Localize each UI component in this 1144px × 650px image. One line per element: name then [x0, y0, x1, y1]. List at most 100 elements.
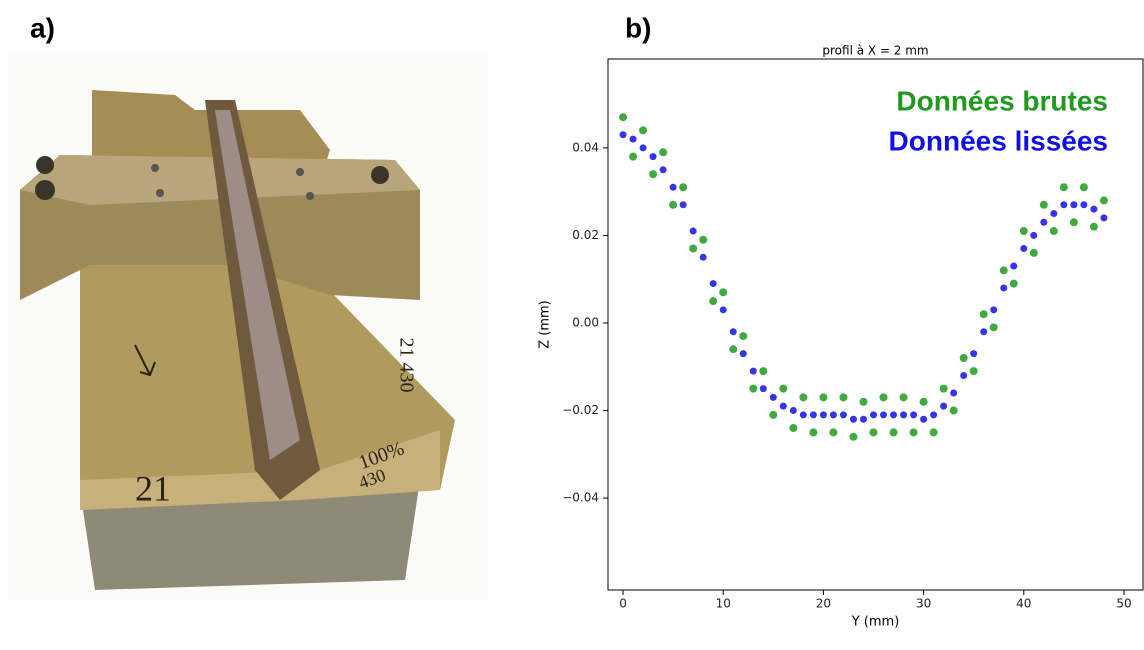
- y-tick-label: 0.00: [572, 315, 599, 329]
- legend-entry: Données lissées: [889, 125, 1108, 156]
- data-point: [829, 428, 838, 437]
- panel-label: b): [625, 12, 651, 43]
- data-point: [1090, 205, 1098, 213]
- data-point: [779, 402, 787, 410]
- y-tick-label: −0.04: [562, 491, 599, 505]
- data-point: [769, 393, 777, 401]
- data-point: [819, 393, 828, 402]
- data-point: [1100, 214, 1108, 222]
- x-tick-label: 50: [1116, 597, 1131, 611]
- data-point: [679, 183, 688, 192]
- bolt-hole: [35, 180, 55, 200]
- data-point: [749, 367, 757, 375]
- data-point: [919, 397, 928, 406]
- data-point: [939, 384, 948, 393]
- data-point: [1040, 218, 1048, 226]
- data-point: [699, 253, 707, 261]
- x-tick-label: 30: [916, 597, 931, 611]
- data-point: [1029, 248, 1038, 257]
- lower-block: [80, 480, 420, 590]
- data-point: [739, 332, 748, 341]
- weld-highlight: [215, 110, 300, 460]
- y-tick-label: 0.04: [572, 140, 599, 154]
- screw: [306, 192, 314, 200]
- data-point: [779, 384, 788, 393]
- data-point: [899, 393, 908, 402]
- data-point: [729, 345, 738, 354]
- data-point: [689, 244, 698, 253]
- data-point: [859, 415, 867, 423]
- data-point: [879, 393, 888, 402]
- data-point: [629, 152, 638, 161]
- x-tick-label: 10: [716, 597, 731, 611]
- front-face: [80, 430, 440, 510]
- data-point: [619, 131, 627, 139]
- plot-frame: [607, 58, 1144, 591]
- data-point: [1089, 222, 1098, 231]
- data-point: [989, 323, 998, 332]
- data-point: [849, 415, 857, 423]
- data-point: [829, 411, 837, 419]
- data-point: [709, 280, 717, 288]
- data-point: [649, 153, 657, 161]
- data-point: [1039, 200, 1048, 209]
- data-point: [819, 411, 827, 419]
- data-point: [980, 328, 988, 336]
- data-point: [950, 389, 958, 397]
- bolt-hole: [36, 156, 54, 174]
- data-point: [869, 411, 877, 419]
- data-point: [940, 402, 948, 410]
- data-point: [719, 288, 728, 297]
- data-point: [1009, 279, 1018, 288]
- data-point: [789, 407, 797, 415]
- data-point: [839, 411, 847, 419]
- data-point: [679, 201, 687, 209]
- data-point: [960, 371, 968, 379]
- x-axis-label: Y (mm): [851, 615, 900, 630]
- data-point: [880, 411, 888, 419]
- data-point: [799, 393, 808, 402]
- data-point: [659, 148, 668, 157]
- x-tick-label: 0: [619, 597, 627, 611]
- data-point: [809, 428, 818, 437]
- data-point: [1060, 201, 1068, 209]
- data-point: [739, 350, 747, 358]
- data-point: [900, 411, 908, 419]
- data-point: [1000, 284, 1008, 292]
- data-point: [859, 397, 868, 406]
- data-point: [959, 353, 968, 362]
- data-point: [909, 428, 918, 437]
- data-point: [719, 306, 727, 314]
- data-point: [759, 385, 767, 393]
- bolt-hole: [371, 166, 389, 184]
- data-point: [749, 384, 758, 393]
- screw: [156, 189, 164, 197]
- data-point: [1050, 210, 1058, 218]
- panel-label: a): [30, 12, 55, 43]
- photo-label: 21 430: [395, 338, 417, 393]
- data-point: [729, 328, 737, 336]
- data-point: [759, 367, 768, 376]
- x-tick-label: 40: [1016, 597, 1031, 611]
- data-point: [639, 126, 648, 135]
- y-tick-label: 0.02: [572, 228, 599, 242]
- data-point: [910, 411, 918, 419]
- data-point: [849, 432, 858, 441]
- data-point: [689, 227, 697, 235]
- legend-entry: Données brutes: [896, 85, 1108, 116]
- data-point: [699, 235, 708, 244]
- screw: [151, 164, 159, 172]
- y-tick-label: −0.02: [562, 403, 599, 417]
- data-point: [949, 406, 958, 415]
- data-point: [1070, 201, 1078, 209]
- photo: 21 100% 430 21 430: [8, 55, 488, 600]
- data-point: [1030, 231, 1038, 239]
- data-point: [969, 367, 978, 376]
- data-point: [799, 411, 807, 419]
- data-point: [1069, 218, 1078, 227]
- data-point: [669, 200, 678, 209]
- data-point: [979, 310, 988, 319]
- photo-label: 21: [135, 468, 171, 508]
- data-point: [890, 411, 898, 419]
